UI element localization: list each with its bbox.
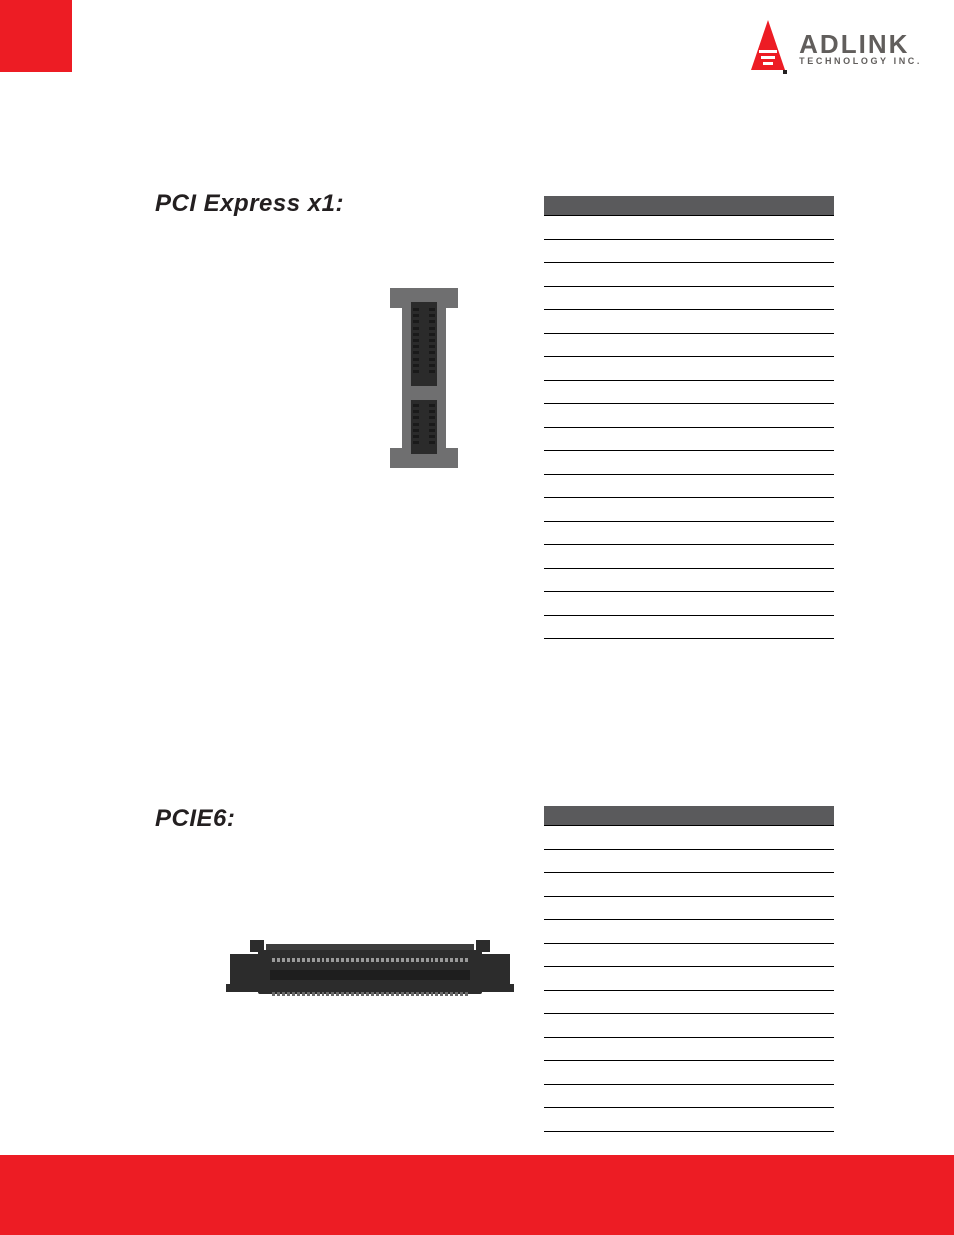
pins-upper-left — [413, 308, 419, 376]
brand-subtitle: TECHNOLOGY INC. — [799, 57, 922, 66]
page: ADLINK TECHNOLOGY INC. PCI Express x1: P… — [0, 0, 954, 1235]
table-row — [544, 991, 834, 1015]
table-row — [544, 967, 834, 991]
table-row — [544, 475, 834, 499]
table-body — [544, 826, 834, 1132]
pci-express-x1-table — [544, 196, 834, 639]
pcie6-connector-illustration — [230, 940, 510, 998]
corner-accent — [0, 0, 72, 72]
table-row — [544, 498, 834, 522]
table-row — [544, 310, 834, 334]
table-row — [544, 897, 834, 921]
table-row — [544, 592, 834, 616]
table-body — [544, 216, 834, 639]
table-row — [544, 944, 834, 968]
table-row — [544, 357, 834, 381]
table-row — [544, 873, 834, 897]
table-row — [544, 451, 834, 475]
table-header-row — [544, 196, 834, 216]
table-row — [544, 522, 834, 546]
table-row — [544, 381, 834, 405]
table-row — [544, 1108, 834, 1132]
brand-logo: ADLINK TECHNOLOGY INC. — [745, 20, 922, 76]
table-row — [544, 826, 834, 850]
table-row — [544, 334, 834, 358]
table-row — [544, 1038, 834, 1062]
table-row — [544, 569, 834, 593]
pin-row-top — [272, 958, 468, 962]
table-row — [544, 545, 834, 569]
brand-text: ADLINK TECHNOLOGY INC. — [799, 31, 922, 66]
table-row — [544, 1061, 834, 1085]
brand-name: ADLINK — [799, 31, 922, 57]
pins-upper-right — [429, 308, 435, 376]
table-row — [544, 616, 834, 640]
table-row — [544, 216, 834, 240]
pin-row-bottom — [272, 992, 468, 996]
table-row — [544, 920, 834, 944]
table-row — [544, 240, 834, 264]
pins-lower-right — [429, 404, 435, 447]
pins-lower-left — [413, 404, 419, 447]
footer-bar — [0, 1155, 954, 1235]
table-row — [544, 850, 834, 874]
table-row — [544, 428, 834, 452]
pcie-x1-connector-illustration — [390, 288, 458, 468]
table-row — [544, 263, 834, 287]
table-row — [544, 1085, 834, 1109]
adlink-triangle-icon — [745, 20, 791, 76]
table-header-row — [544, 806, 834, 826]
table-row — [544, 1014, 834, 1038]
table-row — [544, 287, 834, 311]
table-row — [544, 404, 834, 428]
pcie6-table — [544, 806, 834, 1132]
